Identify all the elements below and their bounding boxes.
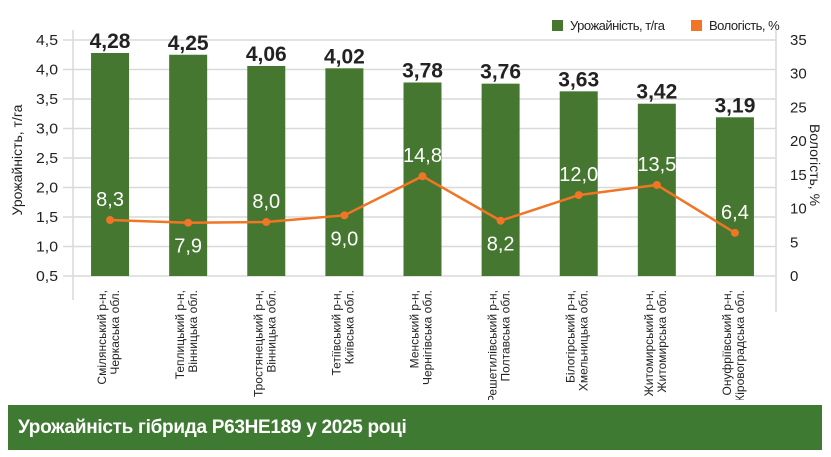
x-tick-label: Теплицький р-н,	[173, 290, 187, 379]
moisture-value-label: 8,2	[487, 234, 515, 256]
y-tick-label: 4,0	[36, 62, 58, 79]
x-tick-label: Онуфріївський р-н,	[720, 290, 734, 396]
bar-value-label: 3,78	[402, 59, 443, 82]
y2-tick-label: 20	[790, 133, 807, 150]
x-tick-label: Кіровоградська обл.	[733, 290, 747, 400]
bar	[481, 83, 520, 276]
x-tick-label: Вінницька обл.	[186, 290, 200, 373]
bar	[91, 52, 130, 277]
x-tick-label: Тетіївський р-н,	[329, 290, 343, 376]
y-tick-label: 0,5	[36, 268, 58, 285]
x-tick-label: Черкаська обл.	[108, 290, 122, 375]
x-tick-label: Вінницька обл.	[264, 290, 278, 373]
x-tick-label: Чернігівська обл.	[421, 290, 435, 385]
x-tick-label: Полтавська обл.	[499, 290, 513, 381]
x-tick-label: Тростянецький р-н,	[251, 290, 265, 397]
moisture-point	[340, 211, 349, 220]
legend-label-moisture: Вологість, %	[709, 18, 780, 33]
y2-tick-label: 15	[790, 167, 807, 184]
y-tick-label: 3,5	[36, 91, 58, 108]
moisture-value-label: 8,3	[96, 189, 124, 211]
legend-swatch-yield	[552, 20, 563, 31]
bar-value-label: 3,42	[636, 81, 677, 104]
y-axis-title: Урожайність, т/га	[9, 104, 25, 215]
moisture-point	[496, 216, 505, 225]
bar-value-label: 3,76	[480, 61, 521, 84]
bar	[637, 103, 676, 276]
x-tick-label: Житомирська обл.	[655, 290, 669, 393]
x-tick-label: Житомирський р-н,	[642, 290, 656, 396]
moisture-value-label: 7,9	[174, 236, 202, 258]
y2-tick-label: 0	[790, 268, 798, 285]
x-tick-label: Решетилівський р-н,	[486, 290, 500, 400]
moisture-point	[652, 180, 661, 189]
bar	[715, 117, 754, 276]
bar-value-label: 3,19	[715, 94, 756, 117]
y2-axis-title: Вологість, %	[807, 124, 823, 206]
chart-title: Урожайність гібрида Р63НЕ189 у 2025 році	[8, 405, 822, 450]
bar	[169, 54, 208, 276]
legend-label-yield: Урожайність, т/га	[570, 18, 665, 33]
moisture-point	[184, 218, 193, 227]
bar	[325, 68, 364, 276]
y2-tick-label: 30	[790, 66, 807, 83]
x-tick-label: Хмельницька обл.	[577, 290, 591, 391]
moisture-value-label: 8,0	[252, 191, 280, 213]
x-tick-label: Білогірський р-н,	[564, 290, 578, 383]
y-tick-label: 1,0	[36, 239, 58, 256]
y-tick-label: 2,5	[36, 150, 58, 167]
y2-tick-label: 35	[790, 32, 807, 49]
chart: 0,5 1,0 1,5 2,0 2,5 3,0 3,5 4,0 4,5 0 5 10 15 20 25 30 3…	[9, 30, 823, 400]
moisture-point	[106, 216, 115, 225]
y-tick-label: 3,0	[36, 121, 58, 138]
x-tick-label: Київська обл.	[342, 290, 356, 364]
bar	[247, 65, 286, 277]
y2-tick-label: 10	[790, 201, 807, 218]
x-tick-label: Менський р-н,	[408, 290, 422, 368]
x-tick-label: Смілянський р-н,	[95, 290, 109, 385]
bar-value-label: 4,02	[324, 45, 365, 68]
y-tick-label: 4,5	[36, 32, 58, 49]
moisture-value-label: 13,5	[637, 154, 676, 176]
moisture-point	[418, 172, 427, 181]
moisture-value-label: 9,0	[330, 228, 358, 250]
moisture-value-label: 6,4	[721, 202, 749, 224]
y2-tick-label: 25	[790, 99, 807, 116]
moisture-point	[574, 191, 583, 200]
bar-value-label: 3,63	[558, 68, 599, 91]
y2-tick-label: 5	[790, 234, 798, 251]
y-tick-label: 1,5	[36, 209, 58, 226]
moisture-value-label: 14,8	[403, 145, 442, 167]
legend-item-moisture: Вологість, %	[691, 18, 780, 33]
moisture-point	[730, 228, 739, 237]
legend-item-yield: Урожайність, т/га	[552, 18, 665, 33]
y-tick-label: 2,0	[36, 180, 58, 197]
bar	[559, 91, 598, 276]
bar-value-label: 4,28	[90, 30, 131, 53]
moisture-value-label: 12,0	[559, 164, 598, 186]
bar-value-label: 4,25	[168, 32, 209, 55]
bar-value-label: 4,06	[246, 43, 287, 66]
moisture-point	[262, 218, 271, 227]
legend-swatch-moisture	[691, 20, 702, 31]
